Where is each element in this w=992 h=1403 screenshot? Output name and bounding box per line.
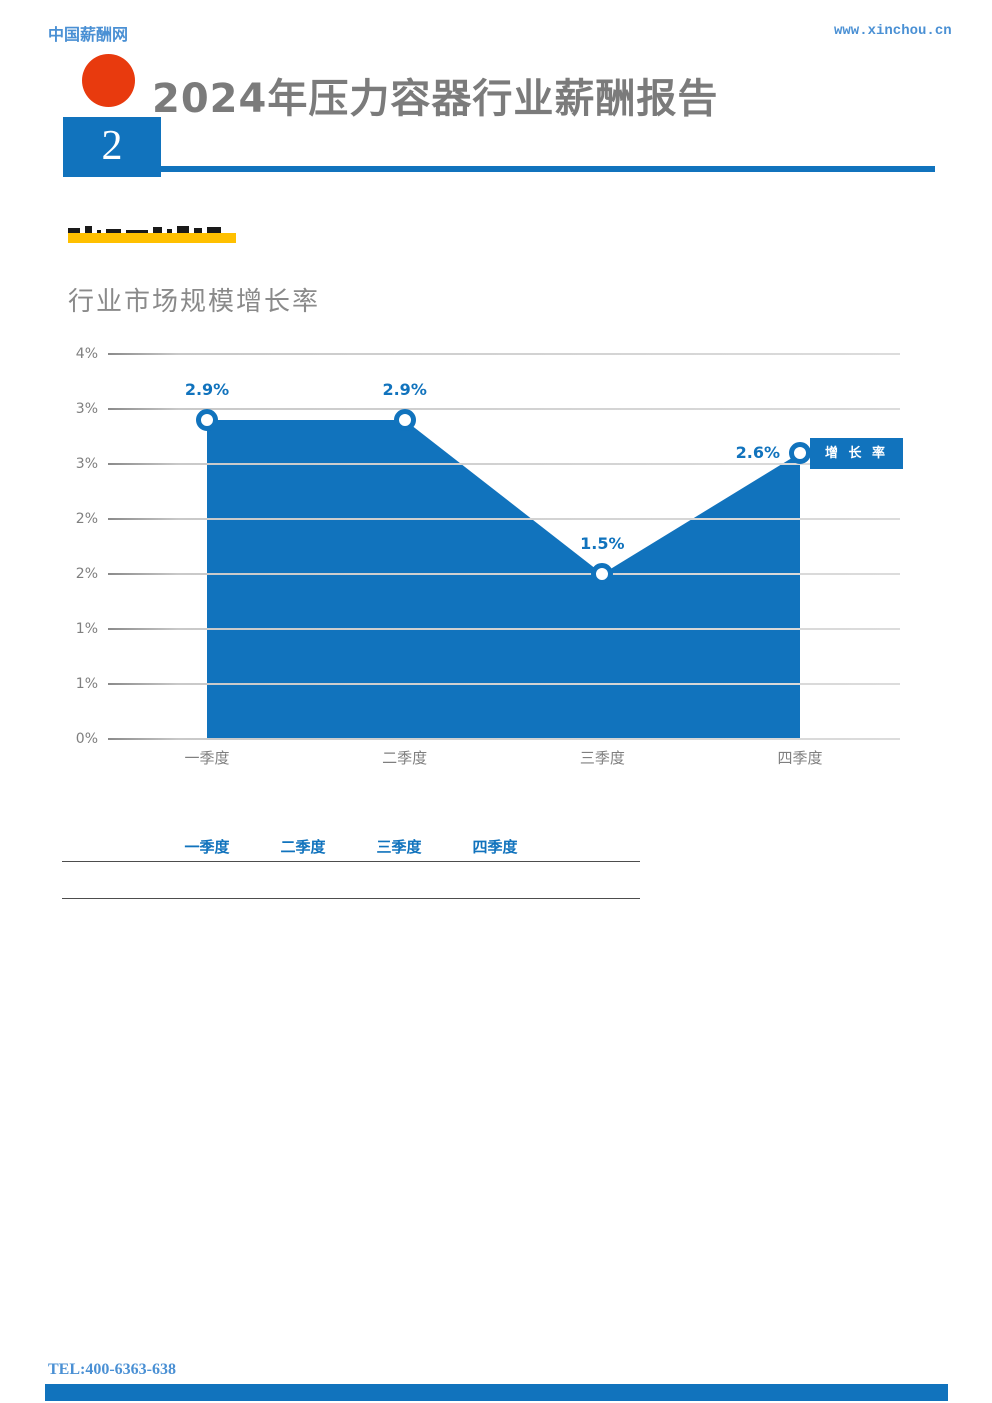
heading-highlight-bar xyxy=(68,233,236,243)
y-axis-tick-label: 3% xyxy=(75,401,98,417)
y-axis-tick-label: 3% xyxy=(75,456,98,472)
data-point-label: 1.5% xyxy=(580,534,625,553)
report-title: 2024年压力容器行业薪酬报告 xyxy=(152,76,719,122)
data-point-marker xyxy=(789,442,811,464)
site-name: 中国薪酬网 xyxy=(48,27,129,44)
table-row xyxy=(62,862,640,898)
data-point-label: 2.9% xyxy=(184,380,230,399)
y-axis-tick-label: 2% xyxy=(75,566,98,582)
gridline xyxy=(108,408,900,410)
title-bullet-icon xyxy=(82,54,135,107)
page-number-box: 2 xyxy=(63,117,161,177)
footer-bar xyxy=(45,1384,948,1401)
chart-title: 行业市场规模增长率 xyxy=(68,287,321,317)
y-axis-tick-label: 2% xyxy=(75,511,98,527)
chart-legend: 增 长 率 xyxy=(810,438,903,469)
table-rule-bottom xyxy=(62,898,640,899)
gridline xyxy=(108,518,900,520)
title-underline xyxy=(63,166,935,172)
gridline xyxy=(108,738,900,740)
data-point-marker xyxy=(591,563,614,585)
obscured-heading-fragments xyxy=(68,225,230,233)
y-axis-tick-label: 1% xyxy=(75,621,98,637)
data-point-label: 2.9% xyxy=(382,380,427,399)
x-axis-label: 四季度 xyxy=(777,749,823,767)
table-column-header: 三季度 xyxy=(376,838,422,856)
gridline xyxy=(108,573,900,575)
table-column-header: 二季度 xyxy=(280,838,326,856)
table-column-header: 一季度 xyxy=(184,838,230,856)
y-axis-tick-label: 0% xyxy=(75,731,98,747)
data-point-marker xyxy=(393,409,416,431)
x-axis-label: 二季度 xyxy=(382,749,428,767)
y-axis-tick-label: 1% xyxy=(75,676,98,692)
gridline xyxy=(108,628,900,630)
table-column-header: 四季度 xyxy=(472,838,518,856)
data-point-label: 2.6% xyxy=(735,443,780,462)
gridline xyxy=(108,463,900,465)
growth-area-shape xyxy=(207,420,800,739)
y-axis-tick-label: 4% xyxy=(75,346,98,362)
footer-tel: TEL:400-6363-638 xyxy=(48,1361,176,1378)
page-number: 2 xyxy=(101,123,123,169)
site-url: www.xinchou.cn xyxy=(834,23,952,39)
x-axis-label: 三季度 xyxy=(579,749,625,767)
table-rule-top xyxy=(62,861,640,862)
x-axis-label: 一季度 xyxy=(184,749,230,767)
gridline xyxy=(108,353,900,355)
gridline xyxy=(108,683,900,685)
data-point-marker xyxy=(196,409,218,431)
